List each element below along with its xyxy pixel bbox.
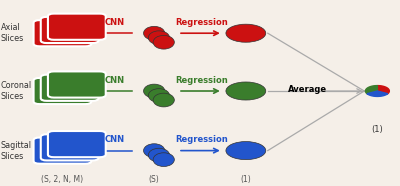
Text: CNN: CNN — [104, 76, 124, 85]
Text: Axial
Slices: Axial Slices — [1, 23, 24, 43]
Polygon shape — [377, 86, 389, 94]
Circle shape — [226, 82, 266, 100]
Circle shape — [226, 24, 266, 42]
Circle shape — [226, 142, 266, 160]
FancyBboxPatch shape — [41, 134, 98, 161]
Text: CNN: CNN — [104, 135, 124, 144]
Ellipse shape — [153, 93, 174, 107]
Text: Regression: Regression — [176, 76, 228, 85]
Ellipse shape — [148, 148, 170, 162]
Ellipse shape — [153, 35, 174, 49]
Ellipse shape — [148, 89, 170, 102]
Text: Regression: Regression — [176, 135, 228, 144]
FancyBboxPatch shape — [34, 78, 91, 104]
Ellipse shape — [144, 26, 165, 40]
Ellipse shape — [144, 144, 165, 158]
FancyBboxPatch shape — [41, 17, 98, 43]
FancyBboxPatch shape — [48, 14, 106, 40]
FancyBboxPatch shape — [34, 20, 91, 46]
Polygon shape — [367, 91, 388, 96]
Text: (S): (S) — [149, 175, 160, 184]
Text: (S, 2, N, M): (S, 2, N, M) — [42, 175, 84, 184]
FancyBboxPatch shape — [34, 137, 91, 164]
FancyBboxPatch shape — [41, 75, 98, 101]
Polygon shape — [366, 86, 377, 94]
FancyBboxPatch shape — [48, 131, 106, 157]
FancyBboxPatch shape — [48, 71, 106, 98]
Text: CNN: CNN — [104, 18, 124, 27]
Ellipse shape — [144, 84, 165, 98]
Text: Average: Average — [288, 85, 327, 94]
Ellipse shape — [148, 31, 170, 45]
Text: Sagittal
Slices: Sagittal Slices — [1, 141, 32, 161]
Text: (1): (1) — [372, 125, 383, 134]
Text: Coronal
Slices: Coronal Slices — [1, 81, 32, 101]
Text: (1): (1) — [240, 175, 251, 184]
Ellipse shape — [153, 153, 174, 166]
Text: Regression: Regression — [176, 18, 228, 27]
